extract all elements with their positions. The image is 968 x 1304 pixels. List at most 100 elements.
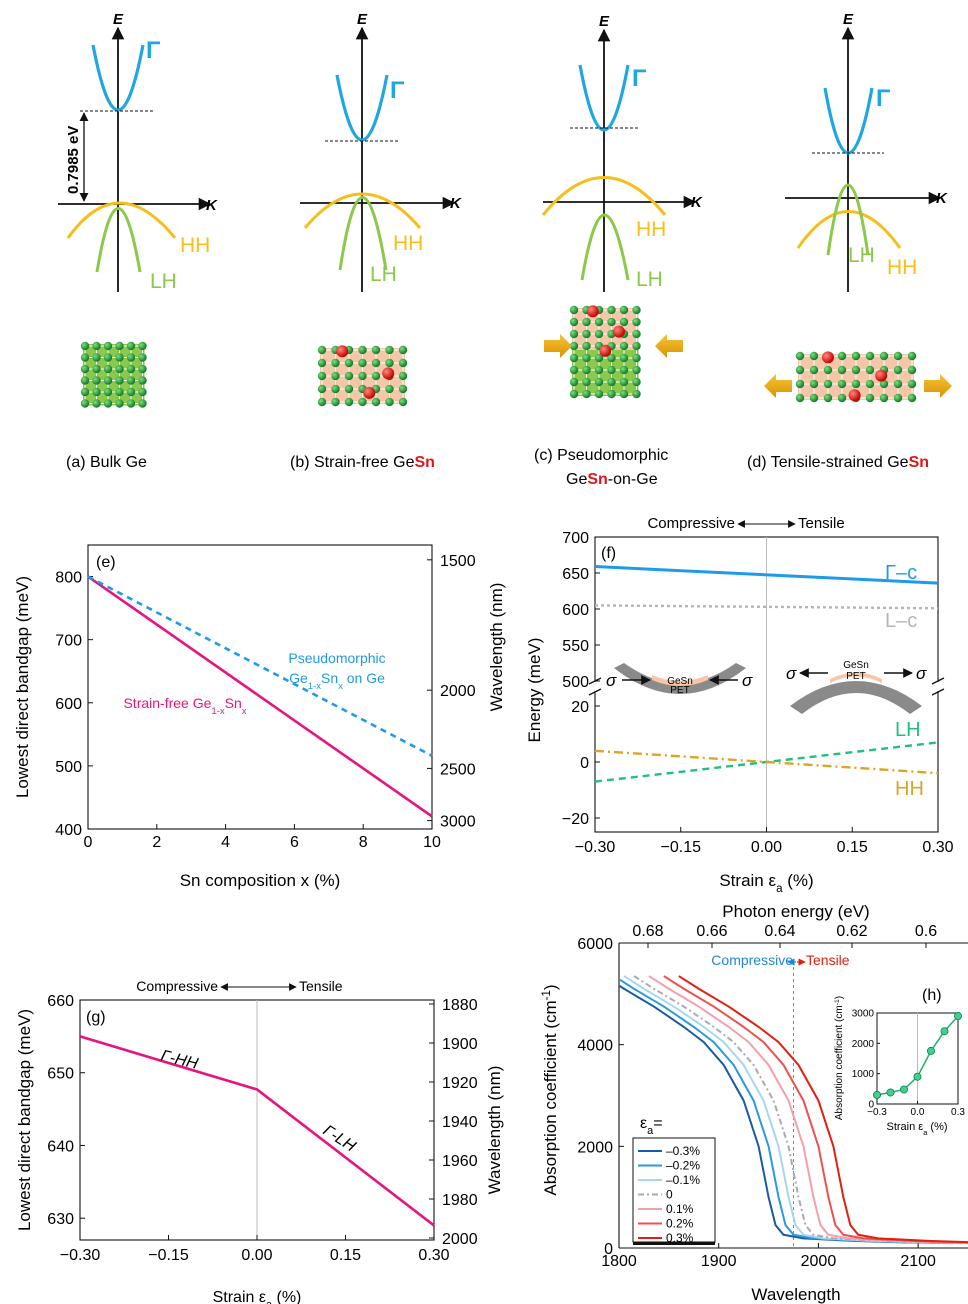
chart-f: −0.30 −0.15 0.00 0.15 0.30 500 550 600 650 700 −20… <box>525 515 954 895</box>
panel-label: (f) <box>601 545 616 562</box>
ge-atom <box>126 387 136 397</box>
x-tick-label: 1800 <box>601 1253 637 1270</box>
y-tick-label: 700 <box>55 633 82 650</box>
ge-atom <box>371 358 381 368</box>
caption-c-line2: GeSn-on-Ge <box>566 471 658 488</box>
ge-atom <box>837 393 847 403</box>
ge-atom <box>823 393 833 403</box>
gesn-film <box>652 675 708 686</box>
ge-atom <box>126 399 136 408</box>
y-tick-label: 660 <box>47 993 74 1010</box>
ge-atom <box>594 317 604 327</box>
ge-atom <box>837 379 847 389</box>
ge-atom <box>115 353 124 362</box>
ge-atom <box>607 377 616 387</box>
sn-atom <box>875 369 888 382</box>
legend-label: 0.1% <box>666 1202 694 1216</box>
inset-point <box>940 1027 949 1036</box>
legend-label: –0.2% <box>666 1159 700 1173</box>
ge-atom <box>398 384 408 394</box>
ge-atom <box>385 358 394 368</box>
x-tick-label: 1900 <box>701 1253 737 1270</box>
x-tick-label: 0 <box>84 834 93 851</box>
ge-atom <box>331 384 340 394</box>
ge-atom <box>569 389 579 399</box>
ge-atom <box>582 389 591 399</box>
ge-atom <box>569 353 579 363</box>
panel-label: (g) <box>86 1009 106 1026</box>
ge-atom <box>103 376 113 385</box>
ge-atom <box>865 393 875 403</box>
strain-arrow <box>764 374 792 398</box>
x-tick-label: 10 <box>423 834 441 851</box>
caption-d: (d) Tensile-strained GeSn <box>747 454 929 471</box>
ge-atom <box>317 345 327 355</box>
ge-atom <box>317 358 327 368</box>
ge-atom <box>80 364 90 374</box>
ge-atom <box>795 351 805 361</box>
ge-atom <box>92 341 101 351</box>
ge-atom <box>344 397 354 407</box>
hh-label: HH <box>180 234 210 257</box>
ge-atom <box>632 341 641 351</box>
lattice-block <box>83 344 145 406</box>
y2-tick-label: 2000 <box>442 1231 478 1248</box>
ge-atom <box>619 305 629 315</box>
sigma-label: σ <box>786 664 797 683</box>
inset-y-tick-label: 3000 <box>852 1009 875 1020</box>
ge-atom <box>632 389 641 399</box>
hh-band <box>796 210 902 249</box>
ge-atom <box>92 353 101 362</box>
series-label: Ge1-xSnx on Ge <box>289 670 385 692</box>
ge-atom <box>582 353 591 363</box>
ge-atom <box>80 353 90 362</box>
y-tick-label: 650 <box>47 1066 74 1083</box>
inset-y-tick-label: 0 <box>868 1100 874 1111</box>
annotation-gamma-lh: Γ-LH <box>320 1122 359 1156</box>
series-line <box>594 749 939 775</box>
y-tick-label: 700 <box>562 530 589 547</box>
hh-label: HH <box>393 232 423 255</box>
ge-atom <box>893 379 903 389</box>
hh-label: HH <box>636 218 666 241</box>
x-tick-label: 2100 <box>900 1253 936 1270</box>
ge-atom <box>398 358 408 368</box>
ge-atom <box>607 389 616 399</box>
gamma-label: Γ <box>632 65 647 92</box>
ge-atom <box>371 345 381 355</box>
ge-atom <box>569 305 579 315</box>
y2-tick-label: 1900 <box>442 1036 478 1053</box>
sigma-label: σ <box>742 671 753 690</box>
ge-atom <box>619 377 629 387</box>
ge-atom <box>632 317 641 327</box>
y-tick-label: 2000 <box>577 1139 613 1156</box>
ge-atom <box>569 329 579 339</box>
hh-band <box>66 201 177 239</box>
y-tick-label: 4000 <box>577 1038 613 1055</box>
y-tick-label: 500 <box>562 674 589 691</box>
series-label: Γ–c <box>885 562 917 584</box>
ge-atom <box>398 371 408 381</box>
band-diagram-a: E K Γ 0.7985 eV HH LH <box>58 11 218 293</box>
y2-tick-label: 1920 <box>442 1075 478 1092</box>
ge-atom <box>823 379 833 389</box>
x2-axis-label: Photon energy (eV) <box>722 902 869 921</box>
strain-arrow <box>655 334 683 358</box>
inset-point <box>900 1085 909 1094</box>
e-axis-label: E <box>843 11 854 28</box>
legend-label: 0.2% <box>666 1217 694 1231</box>
band-diagram-c: E K Γ HH LH <box>541 13 703 292</box>
sigma-label: σ <box>916 664 927 683</box>
pet-label: PET <box>670 685 689 696</box>
ge-atom <box>115 387 124 397</box>
ge-atom <box>103 387 113 397</box>
legend: εa=–0.3%–0.2%–0.1%00.1%0.2%0.3% <box>632 1115 716 1245</box>
chart-h: 1800 1900 2000 2100 0 2000 4000 6000 0.68 0.66 0.6… <box>541 902 968 1304</box>
ge-atom <box>569 377 579 387</box>
ge-atom <box>138 399 147 408</box>
legend-title: εa= <box>640 1115 663 1137</box>
ge-atom <box>607 353 616 363</box>
ge-atom <box>92 364 101 374</box>
y2-tick-label: 1500 <box>440 553 476 570</box>
